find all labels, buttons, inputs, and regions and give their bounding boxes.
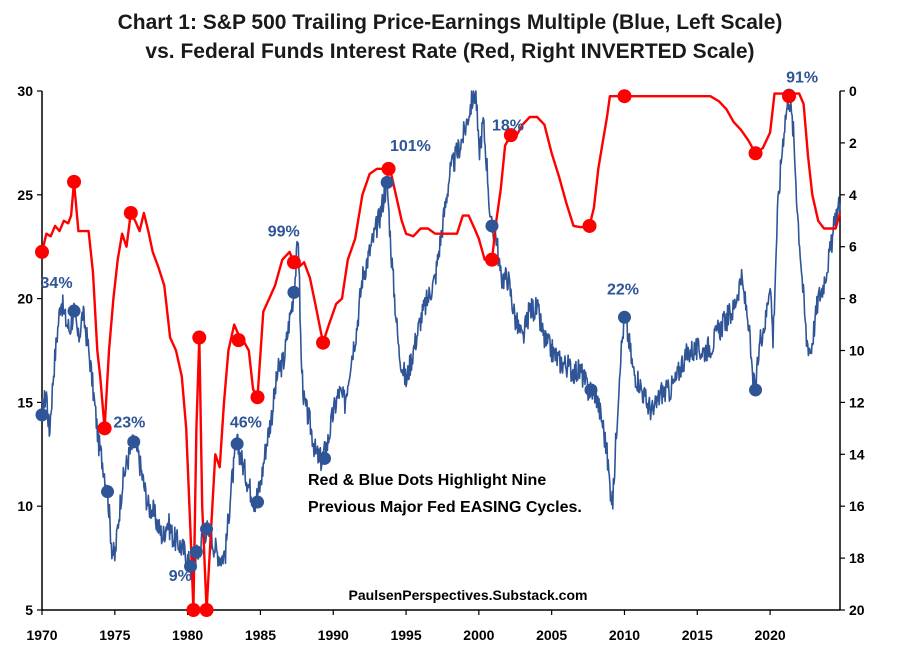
x-tick-label: 1990 [318, 627, 349, 643]
fedfunds-highlight-dot [484, 252, 499, 267]
percent-gain-label: 9% [169, 568, 192, 585]
pe-highlight-dot [35, 408, 49, 422]
fedfunds-highlight-dot [381, 161, 396, 176]
chart-title: Chart 1: S&P 500 Trailing Price-Earnings… [0, 8, 900, 66]
fedfunds-highlight-dot [250, 390, 265, 405]
percent-gain-label: 99% [268, 223, 300, 240]
pe-highlight-dot [67, 304, 81, 318]
x-tick-label: 2010 [609, 627, 640, 643]
percent-gain-label: 22% [607, 281, 639, 298]
x-tick-label: 1980 [172, 627, 203, 643]
fedfunds-highlight-dot [186, 603, 201, 617]
percent-gain-label: 91% [786, 70, 818, 87]
percent-gain-label: 18% [492, 117, 524, 134]
note-line-1: Red & Blue Dots Highlight Nine [308, 472, 546, 489]
fedfunds-highlight-dot [199, 603, 214, 617]
axes: 5 10 15 20 25 30 0 2 4 6 8 10 12 14 16 18 20 1970 1975 1980… [17, 83, 864, 643]
fedfunds-highlight-dot [582, 218, 597, 233]
percent-gain-label: 46% [230, 414, 262, 431]
pe-highlight-dot [251, 495, 265, 509]
pe-highlight-dot [749, 383, 763, 397]
pe-series-line [41, 90, 841, 576]
y-left-tick-label: 5 [25, 602, 33, 618]
note-line-2: Previous Major Fed EASING Cycles. [308, 499, 582, 516]
fedfunds-highlight-dot [35, 244, 49, 259]
x-tick-label: 1995 [390, 627, 421, 643]
series-layer [40, 90, 842, 612]
y-right-tick-label: 8 [849, 291, 857, 307]
x-tick-label: 2005 [536, 627, 567, 643]
fedfunds-highlight-dot [67, 174, 82, 189]
y-right-tick-label: 4 [849, 187, 857, 203]
y-left-tick-label: 10 [17, 498, 33, 514]
fedfunds-highlight-dot [231, 333, 246, 348]
percent-gain-label: 34% [41, 275, 73, 292]
highlight-dots [35, 88, 797, 617]
fedfunds-highlight-dot [97, 421, 112, 436]
fedfunds-highlight-dot [782, 89, 797, 104]
pe-highlight-dot [485, 219, 499, 233]
y-left-tick-label: 25 [17, 187, 33, 203]
y-right-tick-label: 16 [849, 498, 865, 514]
pe-highlight-dot [200, 522, 214, 536]
y-right-tick-label: 6 [849, 239, 857, 255]
percent-gain-label: 101% [390, 138, 431, 155]
fedfunds-highlight-dot [286, 255, 301, 270]
y-left-tick-label: 20 [17, 291, 33, 307]
fedfunds-highlight-dot [192, 330, 207, 345]
chart-title-line-1: Chart 1: S&P 500 Trailing Price-Earnings… [117, 11, 783, 34]
chart-title-line-2: vs. Federal Funds Interest Rate (Red, Ri… [145, 40, 755, 63]
y-right-tick-label: 20 [849, 602, 865, 618]
y-right-tick-label: 14 [849, 446, 865, 462]
y-left-tick-label: 15 [17, 394, 33, 410]
pe-highlight-dot [617, 310, 631, 324]
fedfunds-highlight-dot [748, 146, 763, 161]
x-tick-label: 2000 [463, 627, 494, 643]
fedfunds-highlight-dot [316, 335, 331, 350]
pe-highlight-dot [230, 437, 244, 451]
pe-highlight-dot [584, 383, 598, 397]
percent-gain-label: 23% [113, 414, 145, 431]
fedfunds-highlight-dot [503, 128, 518, 143]
fedfunds-highlight-dot [123, 205, 138, 220]
fedfunds-highlight-dot [617, 89, 632, 104]
x-tick-label: 1985 [245, 627, 276, 643]
y-right-tick-label: 2 [849, 135, 857, 151]
x-tick-label: 1970 [26, 627, 57, 643]
credit-text: PaulsenPerspectives.Substack.com [349, 587, 588, 603]
x-tick-label: 2020 [755, 627, 786, 643]
pe-highlight-dot [189, 545, 203, 559]
pe-highlight-dot [318, 451, 332, 465]
x-tick-label: 2015 [682, 627, 713, 643]
y-right-tick-label: 12 [849, 394, 865, 410]
y-right-tick-label: 10 [849, 343, 865, 359]
pe-highlight-dot [380, 175, 394, 189]
y-left-tick-label: 30 [17, 83, 33, 99]
pe-highlight-dot [287, 285, 301, 299]
x-tick-label: 1975 [99, 627, 130, 643]
pe-highlight-dot [184, 559, 198, 573]
y-right-tick-label: 18 [849, 550, 865, 566]
pe-highlight-dot [127, 435, 141, 449]
y-right-tick-label: 0 [849, 83, 857, 99]
pe-highlight-dot [101, 485, 115, 499]
annotation-labels: 34% 23% 9% 46% 99% 101% 18% 22% 91% [41, 70, 819, 585]
